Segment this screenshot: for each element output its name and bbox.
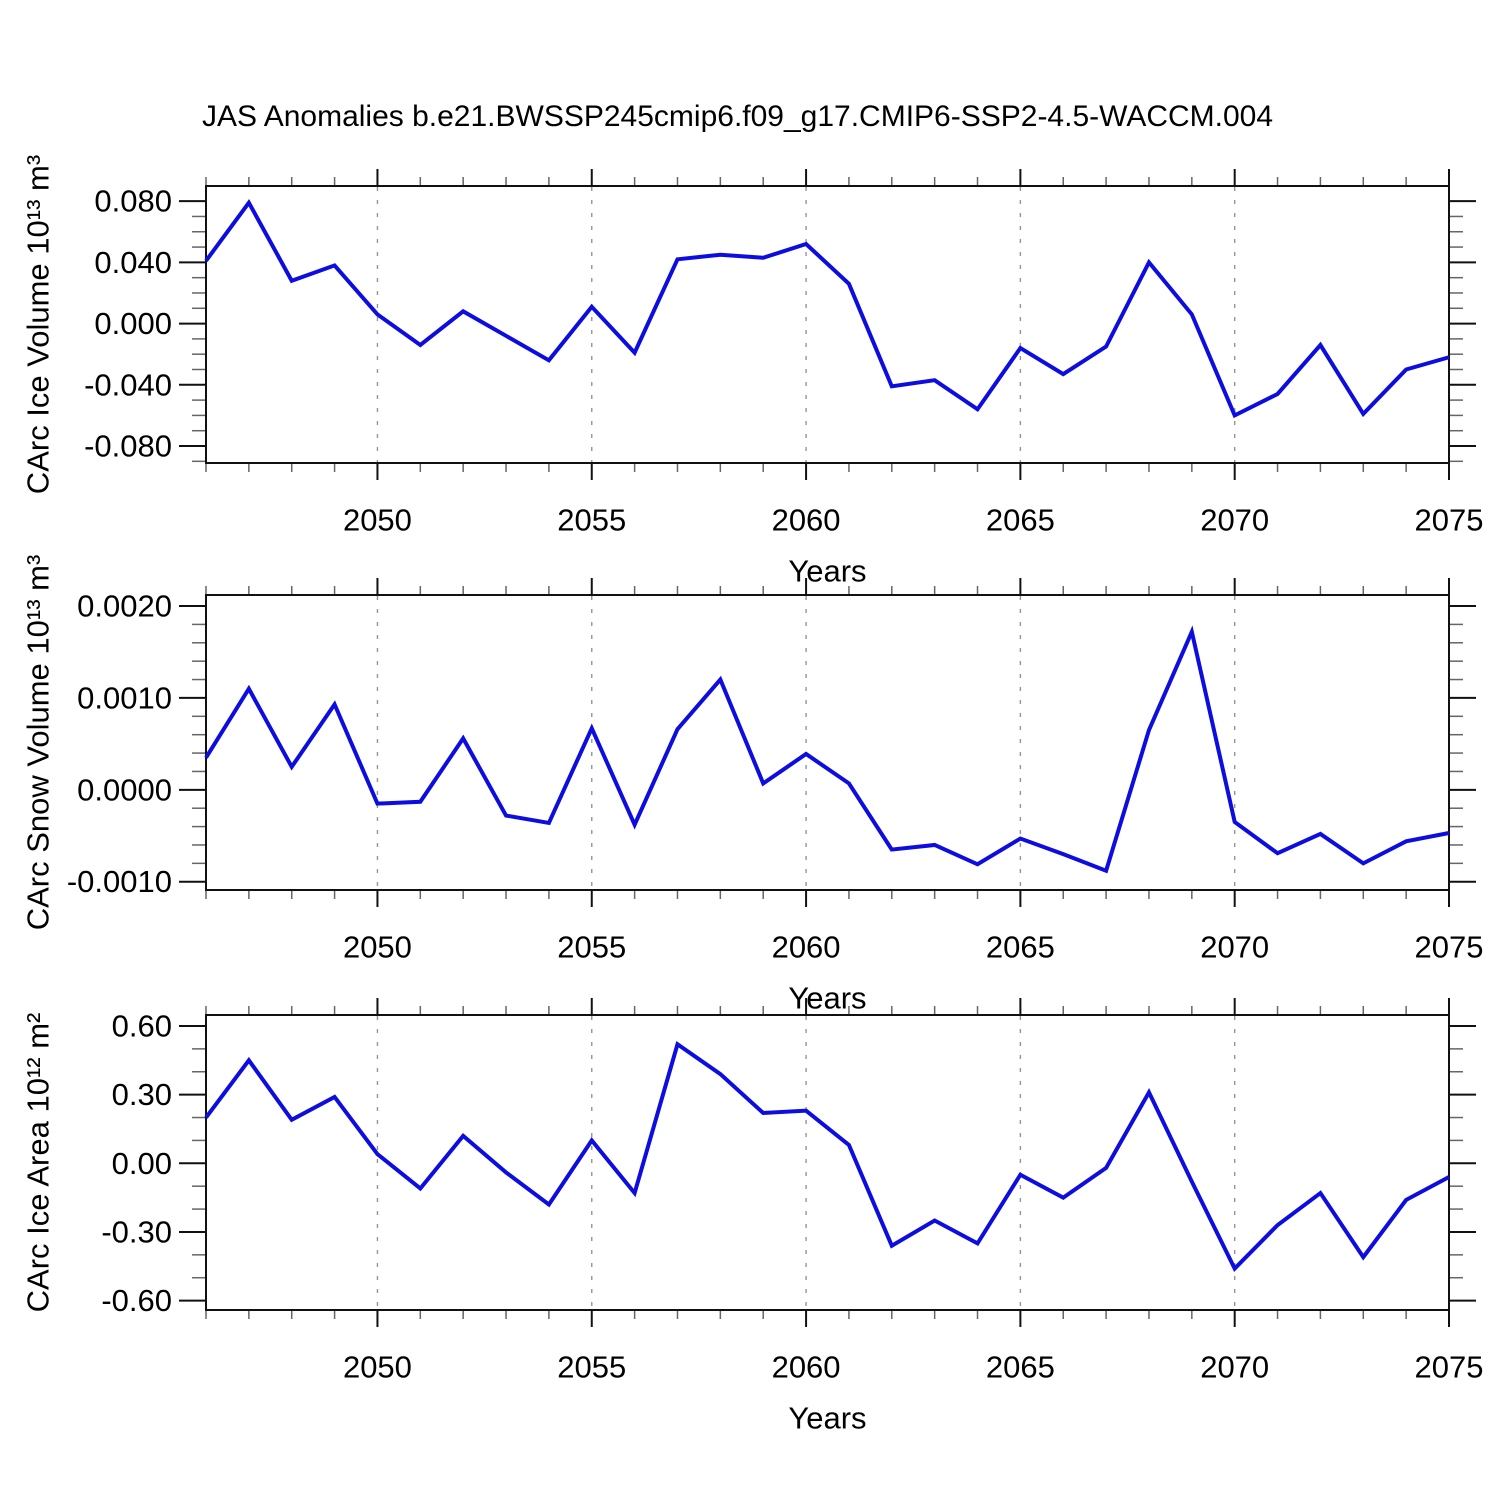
x-axis-title: Years — [788, 981, 866, 1016]
y-axis-title: CArc Ice Volume 10¹³ m³ — [21, 155, 56, 494]
x-tick-label: 2055 — [557, 1350, 626, 1385]
data-line — [204, 1041, 1450, 1272]
y-axis-title: CArc Ice Area 10¹² m² — [21, 1013, 56, 1313]
y-tick-label: -0.040 — [84, 367, 172, 402]
y-axis-title: CArc Snow Volume 10¹³ m³ — [21, 555, 56, 931]
y-tick-label: 0.000 — [94, 306, 172, 341]
y-tick-label: 0.040 — [94, 245, 172, 280]
plot-border — [205, 185, 1450, 464]
y-tick-label: 0.080 — [94, 184, 172, 219]
x-axis-title: Years — [788, 554, 866, 589]
x-tick-label: 2075 — [1415, 503, 1484, 538]
x-tick-label: 2065 — [986, 930, 1055, 965]
x-tick-label: 2070 — [1200, 503, 1269, 538]
x-tick-label: 2065 — [986, 503, 1055, 538]
data-line — [204, 625, 1450, 874]
y-tick-label: 0.0020 — [77, 589, 172, 624]
y-tick-label: -0.60 — [101, 1283, 172, 1318]
x-tick-label: 2075 — [1415, 1350, 1484, 1385]
panel-ice-volume: CArc Ice Volume 10¹³ m³ Years 0.080 0.040… — [21, 155, 1484, 589]
y-tick-label: -0.0010 — [67, 864, 172, 899]
figure-title: JAS Anomalies b.e21.BWSSP245cmip6.f09_g1… — [202, 100, 1273, 133]
y-tick-label: 0.00 — [112, 1146, 172, 1181]
x-tick-label: 2070 — [1200, 1350, 1269, 1385]
panel-snow-volume: CArc Snow Volume 10¹³ m³ Years 0.0020 0.0… — [21, 555, 1484, 1016]
y-tick-label: 0.0010 — [77, 680, 172, 715]
y-tick-label: 0.30 — [112, 1077, 172, 1112]
x-tick-label: 2050 — [343, 1350, 412, 1385]
x-tick-label: 2060 — [772, 930, 841, 965]
x-tick-label: 2065 — [986, 1350, 1055, 1385]
x-tick-label: 2050 — [343, 503, 412, 538]
plot-border — [205, 1014, 1450, 1311]
y-tick-label: -0.30 — [101, 1214, 172, 1249]
y-tick-label: 0.0000 — [77, 772, 172, 807]
x-tick-label: 2075 — [1415, 930, 1484, 965]
x-tick-label: 2060 — [772, 1350, 841, 1385]
x-tick-label: 2060 — [772, 503, 841, 538]
x-tick-label: 2055 — [557, 930, 626, 965]
y-tick-label: -0.080 — [84, 429, 172, 464]
x-axis-title: Years — [788, 1401, 866, 1436]
plot-border — [205, 594, 1450, 891]
x-tick-label: 2055 — [557, 503, 626, 538]
x-tick-label: 2050 — [343, 930, 412, 965]
data-line — [204, 198, 1450, 419]
y-tick-label: 0.60 — [112, 1008, 172, 1043]
panel-ice-area: CArc Ice Area 10¹² m² Years 0.60 0.30 0.00… — [21, 998, 1484, 1436]
x-tick-label: 2070 — [1200, 930, 1269, 965]
